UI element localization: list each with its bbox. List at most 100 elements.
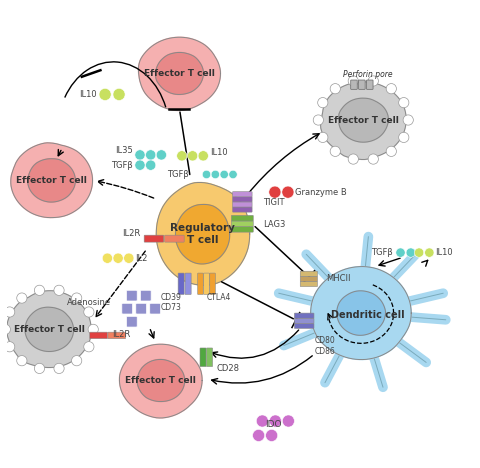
FancyBboxPatch shape bbox=[144, 235, 164, 242]
Circle shape bbox=[256, 415, 268, 427]
FancyBboxPatch shape bbox=[300, 276, 317, 281]
FancyBboxPatch shape bbox=[165, 235, 184, 242]
FancyBboxPatch shape bbox=[198, 273, 203, 294]
FancyBboxPatch shape bbox=[367, 80, 373, 89]
Text: IL10: IL10 bbox=[80, 90, 97, 99]
FancyBboxPatch shape bbox=[232, 197, 252, 202]
Text: Granzyme B: Granzyme B bbox=[295, 188, 347, 197]
FancyBboxPatch shape bbox=[178, 273, 184, 294]
Circle shape bbox=[135, 150, 145, 160]
FancyBboxPatch shape bbox=[141, 290, 151, 301]
Text: CTLA4: CTLA4 bbox=[206, 293, 231, 302]
Polygon shape bbox=[321, 82, 406, 160]
FancyBboxPatch shape bbox=[231, 221, 253, 227]
Circle shape bbox=[72, 356, 82, 366]
Polygon shape bbox=[120, 344, 202, 418]
Polygon shape bbox=[28, 159, 75, 202]
Circle shape bbox=[348, 76, 359, 86]
Circle shape bbox=[269, 415, 281, 427]
Circle shape bbox=[17, 356, 27, 366]
Circle shape bbox=[4, 307, 15, 317]
Circle shape bbox=[399, 132, 409, 143]
FancyBboxPatch shape bbox=[90, 332, 108, 339]
Circle shape bbox=[88, 324, 98, 335]
Circle shape bbox=[396, 248, 405, 257]
FancyBboxPatch shape bbox=[300, 271, 317, 276]
Circle shape bbox=[54, 363, 64, 373]
Polygon shape bbox=[11, 143, 93, 218]
Text: IL2R: IL2R bbox=[112, 329, 130, 338]
FancyBboxPatch shape bbox=[206, 348, 213, 366]
FancyBboxPatch shape bbox=[210, 273, 216, 294]
Text: IL10: IL10 bbox=[210, 148, 228, 157]
Circle shape bbox=[177, 151, 187, 161]
Circle shape bbox=[145, 160, 156, 170]
Text: IL35: IL35 bbox=[115, 146, 133, 155]
Circle shape bbox=[313, 115, 324, 125]
Circle shape bbox=[368, 76, 378, 86]
Text: TGFβ: TGFβ bbox=[167, 170, 189, 179]
FancyBboxPatch shape bbox=[204, 273, 209, 294]
Text: TGFβ: TGFβ bbox=[371, 248, 393, 257]
Text: CD39
CD73: CD39 CD73 bbox=[161, 293, 181, 313]
FancyBboxPatch shape bbox=[359, 80, 365, 89]
Text: CD28: CD28 bbox=[217, 364, 240, 373]
FancyBboxPatch shape bbox=[200, 348, 206, 366]
FancyBboxPatch shape bbox=[150, 303, 160, 314]
Text: IL2R: IL2R bbox=[122, 229, 140, 239]
Circle shape bbox=[135, 160, 145, 170]
Circle shape bbox=[265, 430, 278, 441]
Circle shape bbox=[318, 132, 328, 143]
FancyBboxPatch shape bbox=[122, 303, 132, 314]
FancyBboxPatch shape bbox=[232, 207, 252, 212]
FancyBboxPatch shape bbox=[294, 323, 314, 329]
Circle shape bbox=[414, 248, 424, 257]
Polygon shape bbox=[137, 359, 185, 402]
Circle shape bbox=[0, 324, 11, 335]
FancyBboxPatch shape bbox=[127, 316, 137, 327]
FancyBboxPatch shape bbox=[232, 202, 252, 207]
Circle shape bbox=[72, 293, 82, 303]
Text: Regulatory
T cell: Regulatory T cell bbox=[170, 223, 235, 245]
Circle shape bbox=[35, 363, 45, 373]
Polygon shape bbox=[337, 291, 385, 335]
FancyBboxPatch shape bbox=[294, 313, 314, 318]
Text: TGFβ: TGFβ bbox=[111, 161, 133, 169]
Circle shape bbox=[403, 115, 413, 125]
Circle shape bbox=[145, 150, 156, 160]
Text: IDO: IDO bbox=[265, 420, 282, 429]
Polygon shape bbox=[311, 267, 411, 359]
Circle shape bbox=[113, 253, 123, 263]
FancyBboxPatch shape bbox=[231, 227, 253, 232]
FancyBboxPatch shape bbox=[294, 318, 314, 323]
FancyBboxPatch shape bbox=[185, 273, 191, 294]
Circle shape bbox=[269, 186, 281, 198]
Text: Adenosine: Adenosine bbox=[67, 299, 111, 307]
Text: Effector T cell: Effector T cell bbox=[125, 376, 196, 385]
Polygon shape bbox=[25, 307, 73, 351]
FancyBboxPatch shape bbox=[108, 332, 126, 339]
Circle shape bbox=[156, 150, 167, 160]
Circle shape bbox=[220, 170, 228, 179]
Circle shape bbox=[198, 151, 208, 161]
Circle shape bbox=[124, 253, 134, 263]
Polygon shape bbox=[156, 183, 250, 285]
Text: MHCII: MHCII bbox=[326, 274, 351, 283]
Text: Perforin pore: Perforin pore bbox=[343, 70, 393, 79]
Text: Effector T cell: Effector T cell bbox=[328, 116, 399, 124]
Circle shape bbox=[84, 307, 94, 317]
Circle shape bbox=[187, 151, 198, 161]
Text: Effector T cell: Effector T cell bbox=[144, 69, 215, 78]
Circle shape bbox=[348, 154, 359, 164]
Polygon shape bbox=[176, 205, 229, 264]
Circle shape bbox=[84, 342, 94, 352]
FancyBboxPatch shape bbox=[351, 80, 357, 89]
Circle shape bbox=[211, 170, 219, 179]
Circle shape bbox=[330, 146, 340, 156]
Circle shape bbox=[54, 285, 64, 295]
Polygon shape bbox=[339, 98, 388, 142]
Text: Dendritic cell: Dendritic cell bbox=[331, 310, 405, 321]
Circle shape bbox=[252, 430, 264, 441]
Text: Effector T cell: Effector T cell bbox=[14, 325, 84, 334]
Polygon shape bbox=[7, 291, 91, 367]
